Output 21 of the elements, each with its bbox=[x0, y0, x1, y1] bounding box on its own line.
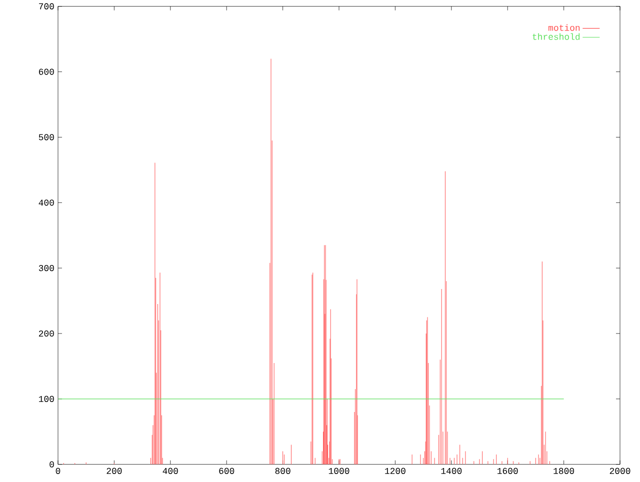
legend-label: motion bbox=[548, 24, 580, 31]
legend-label: threshold bbox=[532, 33, 580, 40]
x-tick-label: 600 bbox=[219, 468, 234, 474]
y-tick-label: 400 bbox=[38, 199, 54, 206]
x-tick-label: 0 bbox=[56, 468, 60, 474]
y-tick-label: 300 bbox=[38, 264, 54, 271]
x-tick-label: 1600 bbox=[497, 468, 518, 474]
x-tick-label: 1400 bbox=[441, 468, 462, 474]
y-tick-label: 200 bbox=[38, 330, 54, 336]
x-tick-label: 1800 bbox=[554, 468, 574, 474]
y-tick-label: 100 bbox=[38, 396, 54, 402]
x-tick-label: 1000 bbox=[328, 468, 350, 474]
x-tick-label: 200 bbox=[106, 468, 122, 474]
x-tick-label: 400 bbox=[162, 468, 178, 474]
y-tick-label: 0 bbox=[50, 461, 54, 468]
y-tick-label: 700 bbox=[39, 3, 54, 10]
x-tick-label: 800 bbox=[275, 468, 290, 474]
y-tick-label: 500 bbox=[38, 134, 54, 140]
x-tick-label: 2000 bbox=[610, 468, 630, 474]
x-tick-label: 1200 bbox=[385, 468, 406, 474]
y-tick-label: 600 bbox=[38, 68, 54, 75]
